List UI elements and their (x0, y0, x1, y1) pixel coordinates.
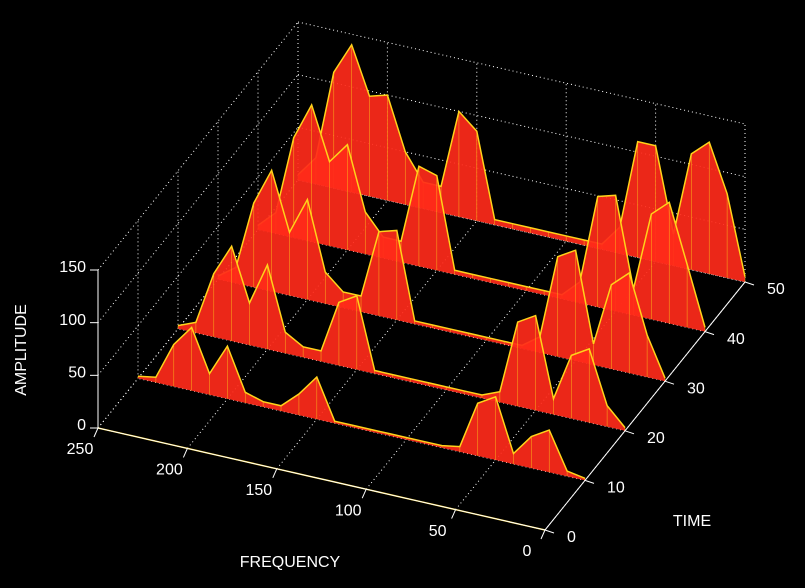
z-axis-label: AMPLITUDE (13, 304, 30, 396)
x-tick (272, 468, 278, 479)
slice-line (177, 244, 626, 429)
x-axis-label: FREQUENCY (240, 554, 341, 571)
x-tick (451, 509, 457, 519)
slice-fill (298, 44, 745, 283)
slice-fill (178, 246, 625, 431)
x-tick-label: 250 (67, 441, 94, 458)
grid-line (297, 21, 746, 125)
x-tick (540, 529, 546, 540)
x-tick-label: 150 (245, 482, 272, 499)
y-tick (584, 479, 595, 484)
y-tick-label: 30 (687, 380, 705, 397)
slice-fill (218, 170, 665, 382)
slice-line (257, 102, 706, 328)
y-tick (744, 281, 755, 286)
z-tick-label: 150 (59, 259, 86, 276)
y-tick (704, 331, 715, 336)
y-tick-label: 20 (647, 430, 665, 447)
y-tick (664, 380, 675, 385)
slice-fill (138, 327, 585, 481)
y-tick-label: 40 (727, 331, 745, 348)
y-tick-label: 0 (567, 529, 576, 546)
x-tick-label: 0 (523, 543, 532, 560)
x-tick (361, 488, 367, 499)
x-tick (182, 448, 188, 458)
y-axis-label: TIME (673, 513, 711, 530)
x-tick-label: 100 (335, 502, 362, 519)
slice-fill (258, 104, 705, 332)
y-tick-label: 50 (767, 281, 785, 298)
x-tick-label: 200 (156, 462, 183, 479)
y-axis (544, 281, 746, 531)
slice-line (137, 326, 586, 479)
x-tick (93, 427, 99, 438)
slice-line (217, 168, 666, 379)
grid-line (297, 74, 746, 178)
z-tick-label: 100 (59, 312, 86, 329)
y-tick (624, 430, 635, 435)
x-tick-label: 50 (429, 523, 447, 540)
x-axis (97, 427, 546, 531)
z-tick-label: 0 (77, 417, 86, 434)
y-tick (544, 529, 555, 534)
y-tick-label: 10 (607, 480, 625, 497)
z-tick-label: 50 (68, 365, 86, 382)
